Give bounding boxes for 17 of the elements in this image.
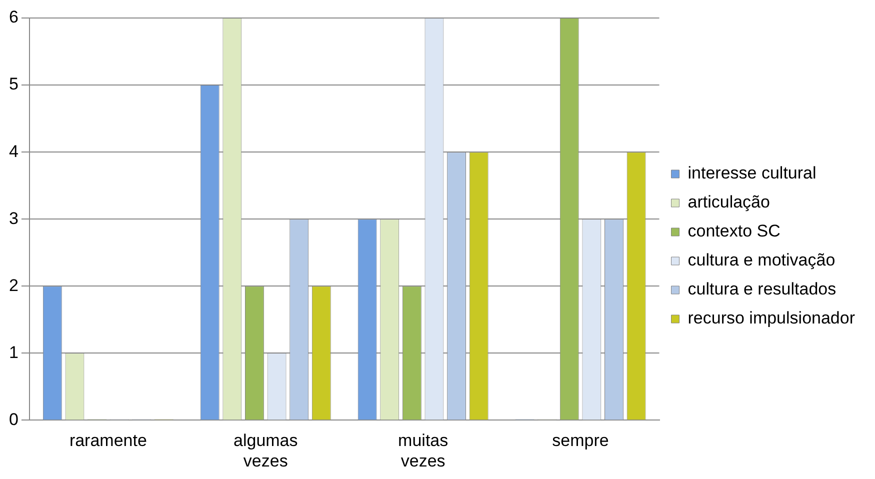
legend-label: contexto SC (688, 222, 780, 241)
y-tick-label: 4 (8, 142, 18, 161)
y-tick-label: 2 (8, 276, 18, 295)
x-tick-label: sempre (552, 431, 609, 450)
legend-label: cultura e resultados (688, 280, 836, 299)
legend-label: cultura e motivação (688, 250, 836, 270)
x-tick-label: muitas vezes (398, 431, 448, 470)
legend-label: recurso impulsionador (688, 308, 856, 328)
y-tick-label: 5 (8, 74, 18, 94)
y-tick-label: 6 (8, 8, 18, 27)
y-tick-label: 1 (8, 342, 18, 362)
y-tick-label: 0 (8, 410, 18, 429)
y-tick-label: 3 (8, 208, 18, 228)
legend-label: articulação (688, 192, 770, 212)
x-tick-label: raramente (69, 431, 147, 450)
legend-label: interesse cultural (688, 164, 816, 183)
x-tick-label: algumas vezes (233, 431, 298, 470)
